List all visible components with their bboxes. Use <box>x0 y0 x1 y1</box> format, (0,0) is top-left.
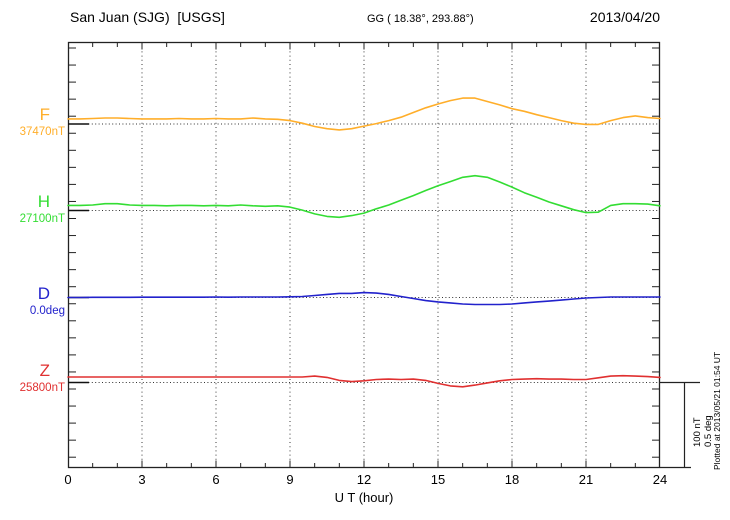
x-axis-tick-label: 6 <box>212 472 220 487</box>
channel-baseline-value-d: 0.0deg <box>29 305 65 317</box>
channel-baseline-value-z: 25800nT <box>19 382 65 394</box>
x-axis-tick-label: 3 <box>138 472 146 487</box>
observatory-coordinates: GG ( 18.38°, 293.88°) <box>367 13 474 25</box>
x-axis-tick-label: 15 <box>430 472 446 487</box>
channel-label-z: Z <box>39 361 50 380</box>
x-axis-tick-label: 0 <box>64 472 72 487</box>
plot-timestamp-note: Plotted at 2013/05/21 01:54 UT <box>712 351 722 470</box>
channel-label-h: H <box>37 192 50 211</box>
channel-baseline-value-f: 37470nT <box>19 126 65 138</box>
x-axis-tick-label: 21 <box>578 472 594 487</box>
x-axis-tick-label: 9 <box>286 472 294 487</box>
plot-date: 2013/04/20 <box>589 9 660 25</box>
station-title: San Juan (SJG) [USGS] <box>70 9 225 25</box>
x-axis-tick-label: 12 <box>356 472 372 487</box>
x-axis-title: U T (hour) <box>334 490 394 505</box>
scale-bar-nt-value: 100 nT <box>692 417 703 447</box>
x-axis-tick-label: 24 <box>652 472 668 487</box>
trace-h <box>67 174 661 219</box>
channel-label-f: F <box>39 105 50 124</box>
trace-f <box>67 97 661 131</box>
x-axis-tick-label: 18 <box>504 472 520 487</box>
trace-d <box>67 291 661 306</box>
plot-frame <box>67 41 661 469</box>
channel-label-d: D <box>37 284 50 303</box>
channel-baseline-value-h: 27100nT <box>19 213 65 225</box>
trace-z <box>67 374 661 388</box>
scale-bar-label: 100 nT 0.5 deg <box>692 415 714 447</box>
